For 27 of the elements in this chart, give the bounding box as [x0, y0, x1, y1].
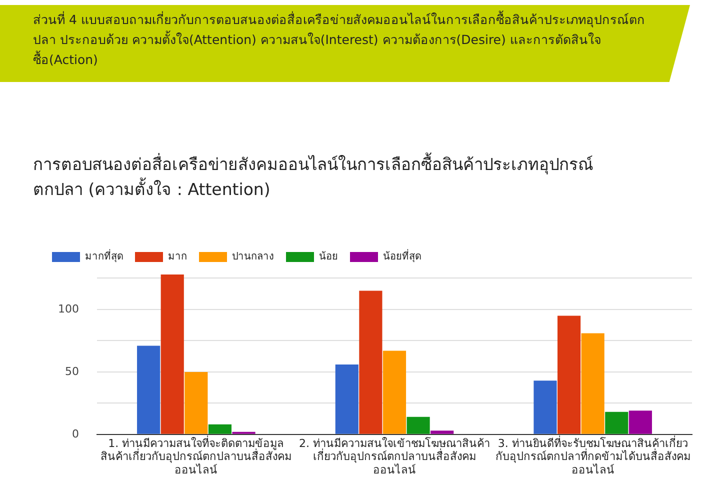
y-tick-label: 50: [64, 364, 79, 378]
bar: [382, 350, 406, 434]
legend-label: น้อยที่สุด: [383, 248, 421, 263]
y-tick-label: 0: [72, 427, 79, 440]
bar: [335, 364, 358, 434]
bar: [430, 430, 454, 434]
chart-title: การตอบสนองต่อสื่อเครือข่ายสังคมออนไลน์ในการเลือกซื้อสินค้าประเภทอุปกรณ์ตกปลา (ความตั้งใจ : Attention): [33, 152, 593, 201]
legend-label: มากที่สุด: [85, 248, 123, 263]
legend-label: ปานกลาง: [232, 252, 274, 263]
legend-label: น้อย: [319, 250, 338, 263]
bar: [628, 410, 652, 434]
bar: [359, 290, 382, 434]
x-tick-label: 1. ท่านมีความสนใจที่จะติดตามข้อมูลสินค้าเกี่ยวกับอุปกรณ์ตกปลาบนสื่อสังคมออนไลน์: [100, 434, 292, 476]
bar: [160, 274, 184, 434]
text: ส่วนที่ 4 แบบสอบถามเกี่ยวกับการตอบสนองต่อสื่อเครือข่ายสังคมออนไลน์ในการเลือกซื้อสินค้าประเภทอุปกรณ์ตกปลา ประกอบด้วย ความตั้งใจ(Attention) ความสนใจ(Interest) ความต้องการ(Desire) และการตัดสินใจซื้อ(Action): [33, 10, 646, 69]
bar: [605, 412, 628, 434]
x-tick-label: 2. ท่านมีความสนใจเข้าชมโฆษณาสินค้าเกี่ยวกับอุปกรณ์ตกปลาบนสื่อสังคมออนไลน์: [299, 436, 490, 476]
bar: [137, 346, 160, 434]
bar: [581, 333, 604, 434]
bar: [534, 380, 557, 434]
bar: [557, 316, 581, 434]
bar: [208, 424, 232, 434]
bar: [406, 416, 430, 434]
y-tick-label: 100: [58, 302, 79, 316]
x-tick-label: 3. ท่านยินดีที่จะรับชมโฆษณาสินค้าเกี่ยวกับอุปกรณ์ตกปลาที่กดข้ามได้บนสื่อสังคมออนไลน์: [495, 434, 690, 476]
bar: [184, 372, 208, 434]
legend-label: มาก: [168, 252, 187, 263]
